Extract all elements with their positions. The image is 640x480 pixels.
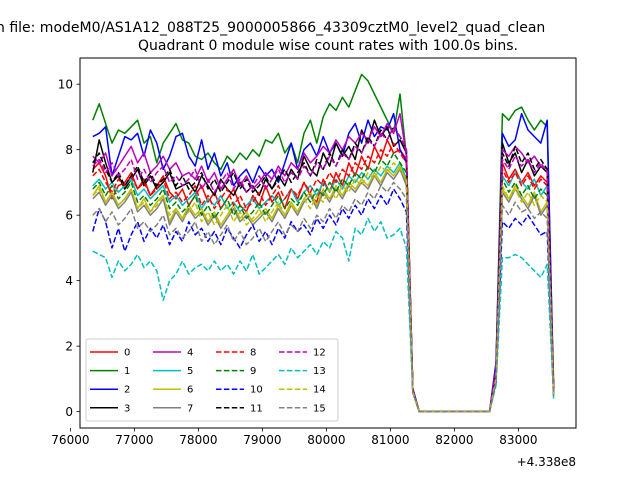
y-tick-label: 10 [58, 78, 73, 92]
legend-box [85, 338, 339, 422]
x-tick-label: 76000 [51, 433, 89, 447]
legend-label-0: 0 [124, 348, 130, 359]
y-tick-label: 8 [65, 143, 73, 157]
chart-title: Quadrant 0 module wise count rates with … [138, 38, 518, 54]
x-tick-label: 81000 [371, 433, 409, 447]
legend-label-13: 13 [313, 366, 326, 377]
x-tick-label: 78000 [179, 433, 217, 447]
legend-label-1: 1 [124, 366, 130, 377]
legend-label-6: 6 [187, 385, 193, 396]
legend-label-11: 11 [250, 403, 263, 414]
x-tick-label: 77000 [115, 433, 153, 447]
legend-label-14: 14 [313, 385, 326, 396]
legend-label-15: 15 [313, 403, 326, 414]
legend-label-12: 12 [313, 348, 326, 359]
x-axis-offset-label: +4.338e8 [517, 455, 576, 469]
series-11-line [92, 126, 555, 413]
legend-label-9: 9 [250, 366, 256, 377]
legend-label-5: 5 [187, 366, 193, 377]
legend-label-7: 7 [187, 403, 193, 414]
y-tick-label: 6 [65, 209, 73, 223]
plot-frame [79, 57, 577, 429]
y-tick-label: 4 [65, 274, 73, 288]
figure-suptitle: n file: modeM0/AS1A12_088T25_9000005866_… [0, 20, 545, 36]
y-axis: 0 2 4 6 8 10 [58, 78, 80, 419]
x-tick-label: 79000 [243, 433, 281, 447]
y-tick-label: 0 [65, 405, 73, 419]
legend-label-8: 8 [250, 348, 256, 359]
x-tick-label: 82000 [435, 433, 473, 447]
x-axis: 76000 77000 78000 79000 80000 81000 82000 83000 [51, 428, 537, 447]
x-tick-label: 83000 [499, 433, 537, 447]
y-tick-label: 2 [65, 340, 73, 354]
x-tick-label: 80000 [307, 433, 345, 447]
series-15-line [92, 181, 555, 413]
plot-lines [92, 73, 555, 413]
legend-label-4: 4 [187, 348, 193, 359]
series-14-line [92, 162, 555, 413]
legend-label-3: 3 [124, 403, 130, 414]
legend-label-2: 2 [124, 385, 130, 396]
legend-label-10: 10 [250, 385, 263, 396]
